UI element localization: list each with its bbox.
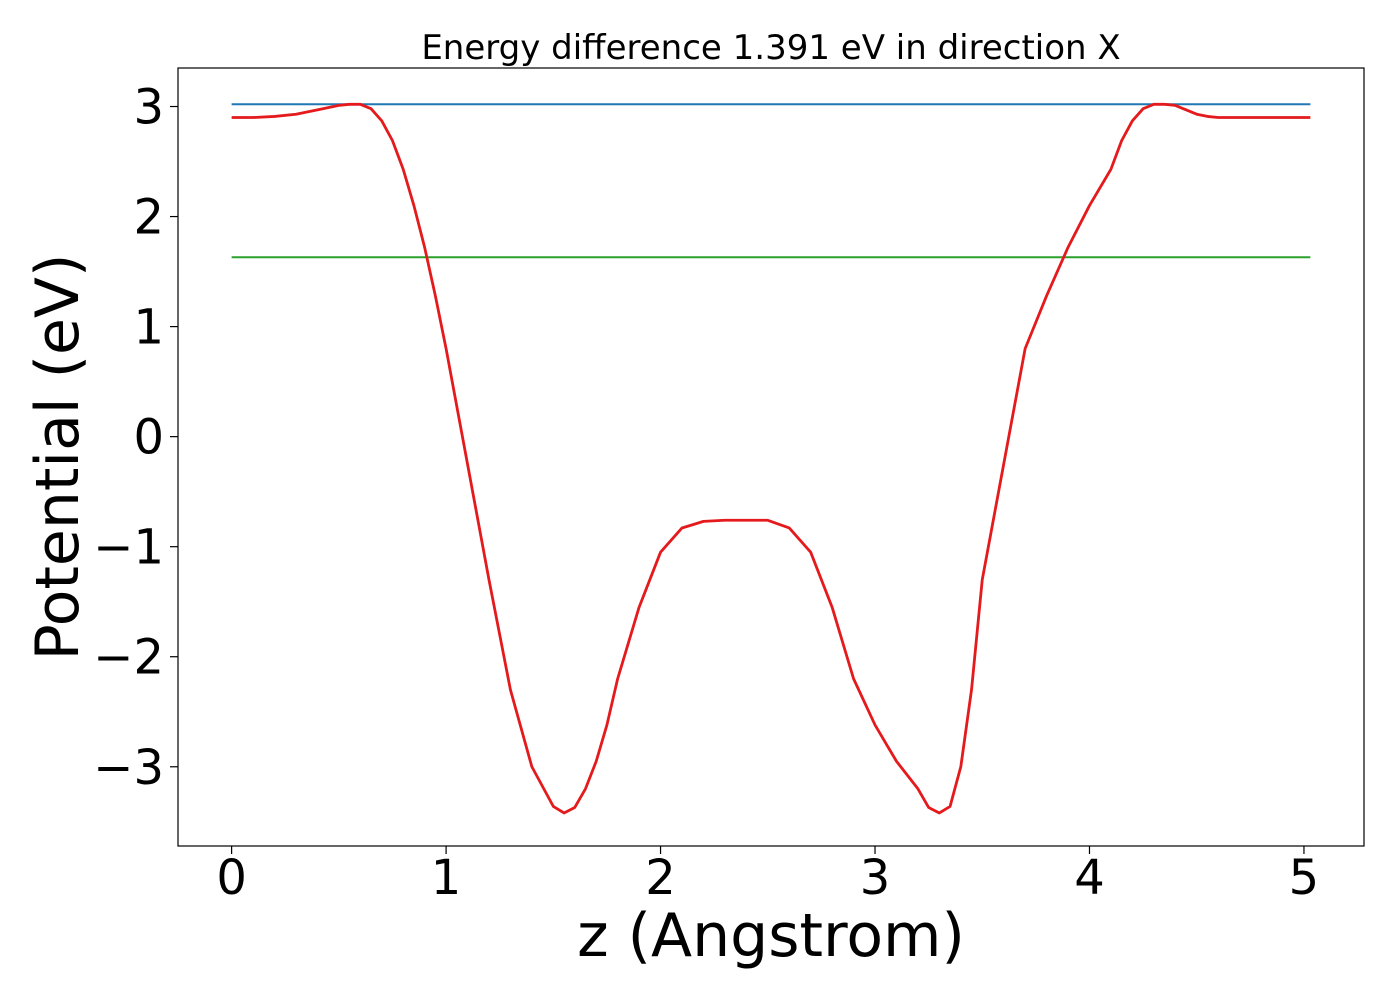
x-tick-label: 4	[1074, 850, 1105, 906]
y-tick-label: −3	[93, 740, 164, 796]
y-tick-label: −1	[93, 520, 164, 576]
y-tick-label: 3	[133, 80, 164, 136]
y-tick-label: 1	[133, 300, 164, 356]
x-tick-label: 5	[1289, 850, 1320, 906]
x-axis-title: z (Angstrom)	[577, 901, 965, 971]
y-tick-label: 2	[133, 190, 164, 246]
y-tick-label: 0	[133, 410, 164, 466]
y-tick-label: −2	[93, 630, 164, 686]
x-axis: 0 1 2 3 4 5	[216, 846, 1319, 906]
x-tick-label: 2	[645, 850, 676, 906]
y-axis-title: Potential (eV)	[23, 254, 93, 661]
axes-frame	[177, 67, 1365, 847]
x-tick-label: 1	[431, 850, 462, 906]
chart-title: Energy difference 1.391 eV in direction …	[421, 28, 1120, 68]
x-tick-label: 3	[860, 850, 891, 906]
series-line-3	[231, 102, 1311, 815]
plot-area	[231, 102, 1311, 815]
x-tick-label: 0	[216, 850, 247, 906]
y-axis: 3 2 1 0 −1 −2 −3	[93, 80, 178, 796]
